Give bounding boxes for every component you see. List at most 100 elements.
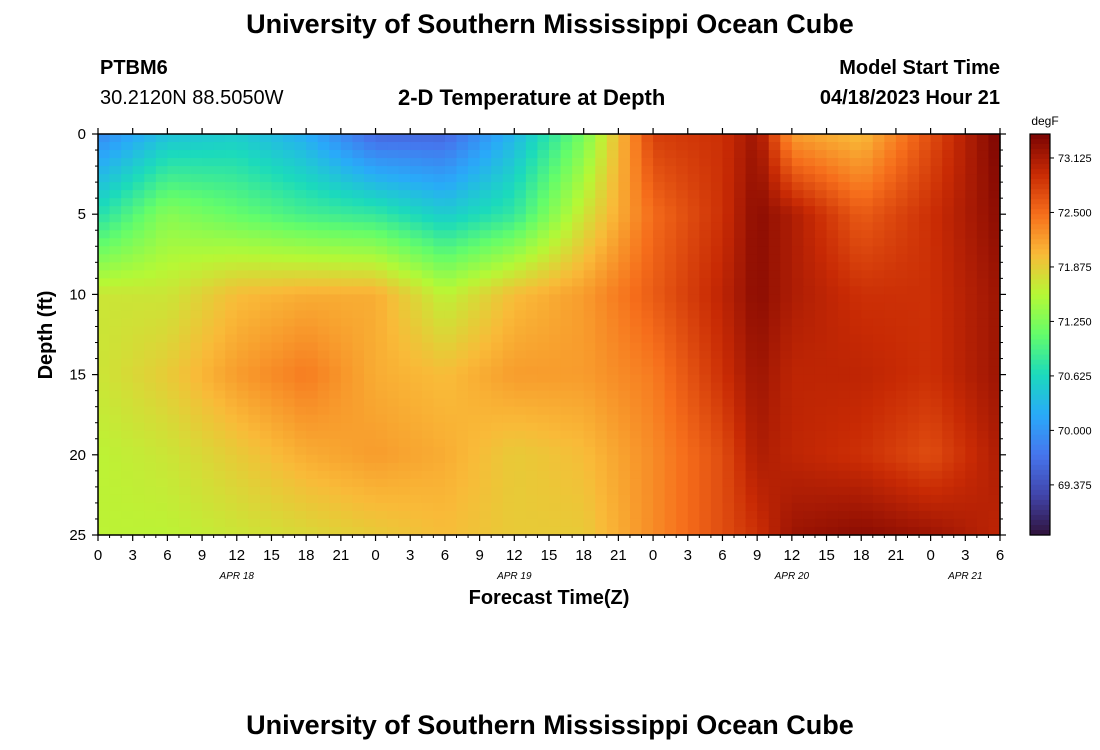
heatmap-cell xyxy=(895,206,909,215)
heatmap-cell xyxy=(838,278,851,287)
heatmap-cell xyxy=(225,502,238,512)
heatmap-cell xyxy=(791,158,805,167)
x-tick-label: 18 xyxy=(298,547,315,564)
heatmap-cell xyxy=(132,406,145,416)
heatmap-cell xyxy=(976,350,990,360)
heatmap-cell xyxy=(236,430,249,440)
heatmap-cell xyxy=(190,214,203,223)
heatmap-cell xyxy=(976,382,990,392)
heatmap-cell xyxy=(919,470,932,480)
heatmap-cell xyxy=(155,438,168,448)
heatmap-cell xyxy=(514,230,527,239)
heatmap-cell xyxy=(629,470,643,480)
heatmap-cell xyxy=(329,518,342,528)
heatmap-cell xyxy=(745,230,758,239)
heatmap-cell xyxy=(433,158,446,167)
heatmap-cell xyxy=(375,398,388,408)
heatmap-cell xyxy=(98,214,111,223)
heatmap-cell xyxy=(283,262,296,271)
heatmap-cell xyxy=(814,206,828,215)
heatmap-cell xyxy=(236,214,249,223)
heatmap-cell xyxy=(838,414,851,424)
heatmap-cell xyxy=(398,382,411,392)
heatmap-cell xyxy=(895,278,909,287)
heatmap-cell xyxy=(965,222,978,231)
heatmap-cell xyxy=(352,374,365,384)
heatmap-cell xyxy=(213,150,226,159)
heatmap-cell xyxy=(202,238,215,247)
heatmap-cell xyxy=(398,358,411,368)
heatmap-cell xyxy=(965,150,978,159)
heatmap-cell xyxy=(768,510,781,520)
colorbar-frame xyxy=(1029,133,1051,536)
heatmap-cell xyxy=(537,270,550,279)
heatmap-cell xyxy=(745,358,758,368)
heatmap-cell xyxy=(664,310,677,320)
heatmap-cell xyxy=(734,150,747,159)
heatmap-cell xyxy=(167,374,180,384)
heatmap-cell xyxy=(664,398,677,408)
heatmap-cell xyxy=(687,350,700,360)
heatmap-cell xyxy=(838,350,851,360)
heatmap-cell xyxy=(259,286,273,295)
heatmap-cell xyxy=(178,222,192,231)
heatmap-cell xyxy=(502,206,515,215)
heatmap-cell xyxy=(352,150,365,159)
heatmap-cell xyxy=(791,470,805,480)
heatmap-cell xyxy=(190,438,203,448)
heatmap-cell xyxy=(225,270,238,279)
heatmap-cell xyxy=(734,222,747,231)
heatmap-cell xyxy=(838,454,851,464)
heatmap-cell xyxy=(780,174,793,183)
heatmap-cell xyxy=(190,150,203,159)
heatmap-cell xyxy=(329,238,342,247)
heatmap-cell xyxy=(942,510,955,520)
heatmap-cell xyxy=(525,438,539,448)
heatmap-cell xyxy=(791,134,805,143)
heatmap-cell xyxy=(502,470,515,480)
heatmap-cell xyxy=(248,526,261,536)
heatmap-cell xyxy=(375,470,388,480)
heatmap-cell xyxy=(248,366,261,376)
heatmap-cell xyxy=(780,158,793,167)
heatmap-cell xyxy=(225,262,238,271)
heatmap-cell xyxy=(976,502,990,512)
heatmap-cell xyxy=(398,174,411,183)
heatmap-cell xyxy=(629,358,643,368)
heatmap-cell xyxy=(178,286,192,295)
heatmap-cell xyxy=(618,390,631,400)
heatmap-cell xyxy=(976,318,990,328)
heatmap-cell xyxy=(745,294,758,304)
heatmap-cell xyxy=(595,422,608,432)
x-tick-label: 12 xyxy=(784,547,801,564)
heatmap-cell xyxy=(653,390,666,400)
heatmap-cell xyxy=(699,462,712,472)
heatmap-cell xyxy=(676,518,689,528)
heatmap-cell xyxy=(433,446,446,456)
heatmap-cell xyxy=(387,190,400,199)
heatmap-cell xyxy=(271,134,284,143)
heatmap-cell xyxy=(884,254,897,263)
heatmap-cell xyxy=(872,478,885,488)
heatmap-cell xyxy=(872,446,885,456)
heatmap-cell xyxy=(294,142,307,151)
heatmap-cell xyxy=(872,302,885,312)
heatmap-cell xyxy=(167,398,180,408)
y-tick-label: 5 xyxy=(78,206,86,223)
heatmap-cell xyxy=(803,286,816,295)
heatmap-cell xyxy=(965,254,978,263)
heatmap-cell xyxy=(676,230,689,239)
heatmap-cell xyxy=(433,518,446,528)
heatmap-cell xyxy=(745,278,758,287)
heatmap-cell xyxy=(121,318,134,328)
heatmap-cell xyxy=(780,206,793,215)
heatmap-cell xyxy=(98,414,111,424)
heatmap-cell xyxy=(283,398,296,408)
heatmap-cell xyxy=(687,494,700,504)
heatmap-cell xyxy=(167,278,180,287)
heatmap-cell xyxy=(930,374,943,384)
heatmap-cell xyxy=(387,406,400,416)
heatmap-cell xyxy=(722,318,735,328)
heatmap-cell xyxy=(549,334,562,344)
heatmap-cell xyxy=(618,358,631,368)
